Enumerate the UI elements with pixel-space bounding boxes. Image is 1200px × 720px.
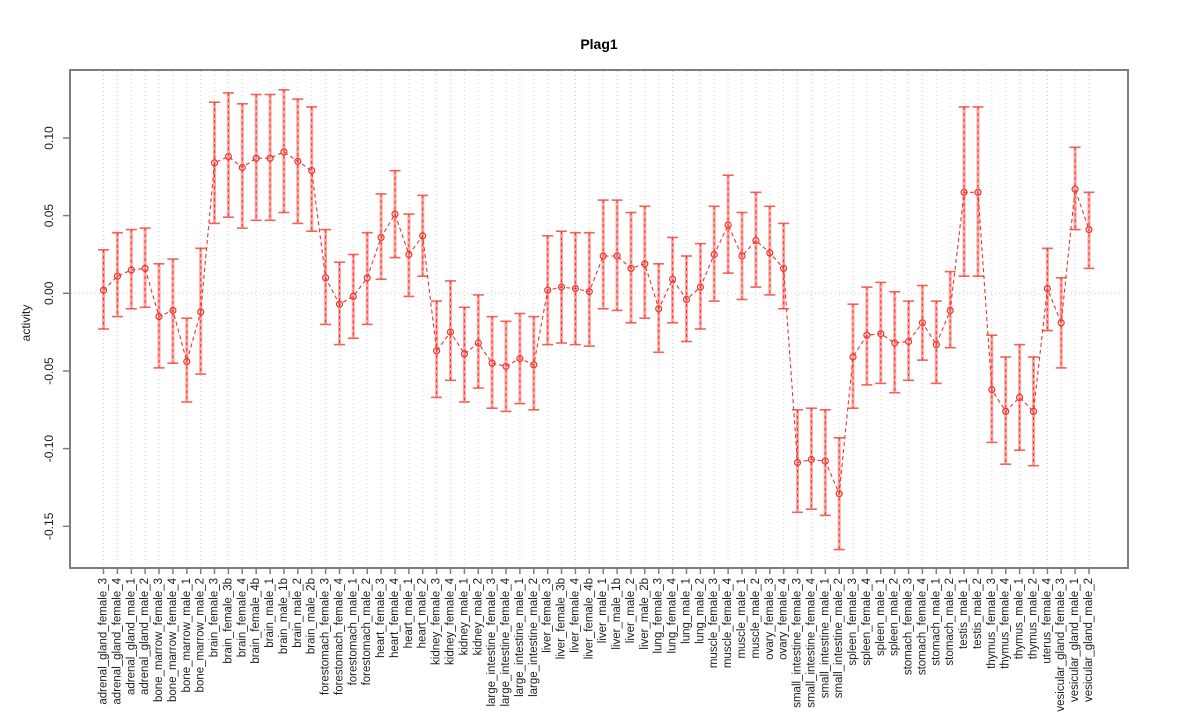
svg-text:brain_male_1b: brain_male_1b (278, 578, 290, 654)
chart-title: Plag1 (580, 36, 618, 52)
svg-text:liver_male_1b: liver_male_1b (611, 578, 623, 650)
svg-text:small_intestine_female_3: small_intestine_female_3 (792, 578, 804, 708)
svg-text:0.10: 0.10 (42, 126, 56, 150)
plot-box (69, 69, 1129, 569)
svg-text:bone_marrow_male_1: bone_marrow_male_1 (181, 578, 193, 692)
svg-text:lung_female_4: lung_female_4 (667, 577, 679, 653)
svg-text:spleen_male_1: spleen_male_1 (875, 578, 887, 656)
svg-text:bone_marrow_female_3: bone_marrow_female_3 (153, 578, 165, 702)
svg-text:kidney_male_2: kidney_male_2 (472, 578, 484, 655)
svg-text:thymus_male_2: thymus_male_2 (1028, 578, 1040, 659)
svg-text:small_intestine_male_2: small_intestine_male_2 (833, 578, 845, 698)
svg-text:forestomach_female_3: forestomach_female_3 (320, 578, 332, 695)
error-bar-stems (103, 89, 1090, 550)
svg-text:adrenal_gland_female_3: adrenal_gland_female_3 (98, 578, 110, 705)
svg-text:small_intestine_male_1: small_intestine_male_1 (819, 578, 831, 698)
svg-text:lung_female_3: lung_female_3 (653, 578, 665, 653)
svg-text:liver_female_3: liver_female_3 (542, 578, 554, 653)
x-axis-labels: adrenal_gland_female_3 adrenal_gland_fema… (98, 577, 1096, 711)
svg-text:muscle_female_4: muscle_female_4 (722, 577, 734, 668)
svg-text:vesicular_gland_male_1: vesicular_gland_male_1 (1069, 578, 1081, 702)
svg-text:liver_female_4: liver_female_4 (569, 577, 581, 652)
svg-text:-0.05: -0.05 (42, 357, 56, 385)
svg-text:testis_male_2: testis_male_2 (972, 578, 984, 649)
svg-text:liver_female_3b: liver_female_3b (556, 578, 568, 659)
svg-text:ovary_female_3: ovary_female_3 (764, 578, 776, 660)
svg-text:heart_female_3: heart_female_3 (375, 578, 387, 658)
svg-text:large_intestine_male_2: large_intestine_male_2 (528, 578, 540, 697)
svg-text:0.00: 0.00 (42, 281, 56, 305)
svg-text:stomach_female_4: stomach_female_4 (916, 577, 928, 675)
error-bar-caps (98, 89, 1095, 551)
svg-text:brain_male_1: brain_male_1 (264, 578, 276, 648)
svg-text:adrenal_gland_male_1: adrenal_gland_male_1 (125, 578, 137, 695)
svg-text:brain_male_2: brain_male_2 (292, 578, 304, 648)
error-bars (102, 89, 1091, 550)
svg-text:stomach_female_3: stomach_female_3 (903, 578, 915, 675)
svg-text:spleen_female_3: spleen_female_3 (847, 578, 859, 666)
svg-text:0.05: 0.05 (42, 204, 56, 228)
svg-text:thymus_female_3: thymus_female_3 (986, 578, 998, 669)
series-line (103, 151, 1090, 494)
svg-text:brain_female_4b: brain_female_4b (250, 578, 262, 664)
svg-text:liver_female_4b: liver_female_4b (583, 578, 595, 659)
svg-text:large_intestine_female_3: large_intestine_female_3 (486, 578, 498, 707)
y-axis-labels: 0.10 0.05 0.00 -0.05 -0.10 -0.15 (42, 126, 56, 540)
svg-text:heart_male_1: heart_male_1 (403, 578, 415, 648)
svg-text:vesicular_gland_male_2: vesicular_gland_male_2 (1083, 578, 1095, 702)
svg-text:-0.10: -0.10 (42, 435, 56, 463)
svg-text:brain_female_4: brain_female_4 (236, 577, 248, 657)
svg-text:thymus_female_4: thymus_female_4 (1000, 577, 1012, 668)
svg-text:large_intestine_male_1: large_intestine_male_1 (514, 578, 526, 697)
svg-text:heart_male_2: heart_male_2 (417, 578, 429, 648)
data-points (99, 148, 1093, 498)
svg-text:liver_male_1: liver_male_1 (597, 578, 609, 643)
svg-text:muscle_female_3: muscle_female_3 (708, 578, 720, 668)
svg-text:lung_male_2: lung_male_2 (694, 578, 706, 644)
svg-text:forestomach_male_1: forestomach_male_1 (347, 578, 359, 685)
svg-text:stomach_male_1: stomach_male_1 (930, 578, 942, 666)
svg-text:kidney_male_1: kidney_male_1 (458, 578, 470, 655)
svg-text:brain_female_3b: brain_female_3b (222, 578, 234, 664)
svg-text:kidney_female_3: kidney_female_3 (431, 578, 443, 665)
svg-text:brain_female_3: brain_female_3 (209, 578, 221, 657)
svg-text:testis_male_1: testis_male_1 (958, 578, 970, 649)
svg-text:ovary_female_4: ovary_female_4 (778, 577, 790, 659)
svg-text:bone_marrow_male_2: bone_marrow_male_2 (195, 578, 207, 692)
svg-text:liver_male_2b: liver_male_2b (639, 578, 651, 650)
svg-text:uterus_female_4: uterus_female_4 (1041, 577, 1053, 663)
svg-text:heart_female_4: heart_female_4 (389, 577, 401, 658)
svg-text:spleen_female_4: spleen_female_4 (861, 577, 873, 665)
svg-text:liver_male_2: liver_male_2 (625, 578, 637, 643)
svg-text:adrenal_gland_female_4: adrenal_gland_female_4 (111, 577, 123, 704)
svg-text:adrenal_gland_male_2: adrenal_gland_male_2 (139, 578, 151, 695)
svg-text:-0.15: -0.15 (42, 512, 56, 540)
svg-text:spleen_male_2: spleen_male_2 (889, 578, 901, 656)
svg-text:brain_male_2b: brain_male_2b (306, 578, 318, 654)
svg-text:forestomach_female_4: forestomach_female_4 (334, 577, 346, 695)
x-axis-ticks (102, 568, 1090, 574)
svg-text:muscle_male_2: muscle_male_2 (750, 578, 762, 659)
svg-text:lung_male_1: lung_male_1 (681, 578, 693, 644)
gridlines (103, 71, 1090, 567)
svg-text:forestomach_male_2: forestomach_male_2 (361, 578, 373, 685)
svg-text:vesicular_gland_female_3: vesicular_gland_female_3 (1055, 578, 1067, 712)
y-axis-ticks (63, 137, 70, 528)
svg-text:muscle_male_1: muscle_male_1 (736, 578, 748, 659)
svg-text:bone_marrow_female_4: bone_marrow_female_4 (167, 577, 179, 702)
svg-text:large_intestine_female_4: large_intestine_female_4 (500, 577, 512, 706)
svg-text:thymus_male_1: thymus_male_1 (1014, 578, 1026, 659)
svg-text:stomach_male_2: stomach_male_2 (944, 578, 956, 666)
svg-text:small_intestine_female_4: small_intestine_female_4 (805, 577, 817, 707)
svg-text:kidney_female_4: kidney_female_4 (445, 577, 457, 665)
